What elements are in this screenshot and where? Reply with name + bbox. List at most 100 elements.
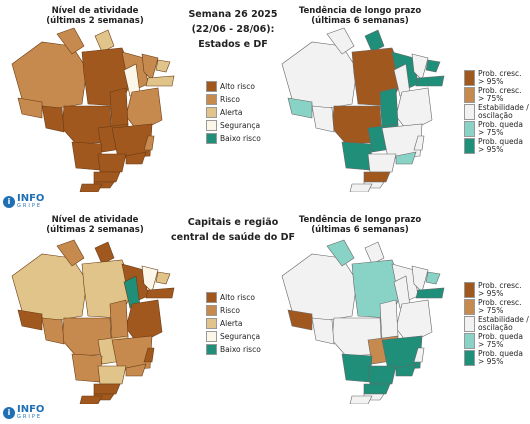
activity-title-top: Nível de atividade (últimas 2 semanas) bbox=[46, 6, 144, 26]
center-title-top: Semana 26 2025 (22/06 - 28/06): Estados … bbox=[188, 9, 278, 50]
region-ms bbox=[341, 353, 373, 383]
region-rn bbox=[155, 59, 171, 73]
region-mg bbox=[381, 335, 423, 371]
region-rj bbox=[125, 151, 147, 165]
region-ro bbox=[311, 317, 335, 345]
legend-swatch bbox=[206, 344, 217, 355]
region-ms bbox=[71, 353, 103, 383]
legend-item: Alto risco bbox=[206, 81, 255, 92]
region-rn bbox=[155, 271, 171, 285]
legend-item: Risco bbox=[206, 305, 240, 316]
legend-swatch bbox=[206, 318, 217, 329]
legend-label: Prob. cresc. > 75% bbox=[478, 298, 522, 315]
region-rr bbox=[56, 27, 85, 55]
region-rs bbox=[349, 395, 373, 404]
legend-label: Segurança bbox=[220, 332, 261, 341]
region-es bbox=[143, 347, 155, 363]
legend-label: Estabilidade / oscilação bbox=[478, 315, 529, 332]
legend-swatch bbox=[464, 104, 475, 120]
legend-item: Prob. cresc. > 75% bbox=[464, 299, 522, 315]
region-rj bbox=[395, 151, 417, 165]
legend-item: Alto risco bbox=[206, 292, 255, 303]
legend-swatch bbox=[464, 282, 475, 298]
region-pr bbox=[363, 171, 391, 183]
legend-swatch bbox=[206, 331, 217, 342]
region-rr bbox=[56, 239, 85, 267]
region-pe bbox=[415, 287, 445, 299]
brazil-map-activity-capitals bbox=[11, 239, 175, 404]
region-rj bbox=[125, 363, 147, 377]
legend-item: Prob. queda > 75% bbox=[464, 333, 523, 349]
region-mg bbox=[111, 123, 153, 159]
legend-label: Alerta bbox=[220, 319, 243, 328]
legend-label: Prob. queda > 75% bbox=[478, 120, 523, 137]
legend-swatch bbox=[206, 107, 217, 118]
activity-title-bottom: Nível de atividade (últimas 2 semanas) bbox=[46, 215, 144, 235]
legend-label: Alto risco bbox=[220, 82, 255, 91]
region-es bbox=[413, 135, 425, 151]
region-es bbox=[413, 347, 425, 363]
region-pr bbox=[363, 383, 391, 395]
legend-swatch bbox=[464, 316, 475, 332]
region-to bbox=[109, 299, 129, 341]
legend-item: Estabilidade / oscilação bbox=[464, 316, 529, 332]
legend-swatch bbox=[206, 120, 217, 131]
legend-item: Segurança bbox=[206, 331, 260, 342]
trend-title-bottom: Tendência de longo prazo (últimas 6 sema… bbox=[298, 215, 422, 235]
legend-swatch bbox=[206, 94, 217, 105]
region-ap bbox=[94, 29, 115, 53]
legend-label: Prob. queda > 95% bbox=[478, 349, 523, 366]
region-ac bbox=[287, 309, 313, 331]
region-to bbox=[379, 299, 399, 341]
legend-swatch bbox=[464, 121, 475, 137]
region-ro bbox=[41, 317, 65, 345]
region-ap bbox=[364, 29, 385, 53]
region-to bbox=[379, 87, 399, 129]
legend-swatch bbox=[206, 292, 217, 303]
brazil-map-activity-states bbox=[11, 27, 175, 192]
region-rs bbox=[79, 395, 103, 404]
trend-title-top: Tendência de longo prazo (últimas 6 sema… bbox=[298, 6, 422, 26]
region-pe bbox=[415, 75, 445, 87]
legend-label: Prob. cresc. > 75% bbox=[478, 86, 522, 103]
center-title-bottom: Capitais e região central de saúde do DF bbox=[171, 217, 295, 243]
region-ms bbox=[71, 141, 103, 171]
info-icon: i bbox=[3, 195, 15, 208]
region-es bbox=[143, 135, 155, 151]
region-ac bbox=[287, 97, 313, 119]
region-pr bbox=[93, 383, 121, 395]
region-pe bbox=[145, 287, 175, 299]
region-to bbox=[109, 87, 129, 129]
info-icon: i bbox=[3, 406, 15, 419]
region-rs bbox=[349, 183, 373, 192]
legend-label: Baixo risco bbox=[220, 345, 261, 354]
region-rn bbox=[425, 271, 441, 285]
legend-item: Prob. queda > 75% bbox=[464, 121, 523, 137]
region-ms bbox=[341, 141, 373, 171]
legend-swatch bbox=[206, 305, 217, 316]
region-sp bbox=[367, 153, 397, 173]
region-sp bbox=[97, 153, 127, 173]
legend-item: Alerta bbox=[206, 318, 242, 329]
legend-item: Baixo risco bbox=[206, 344, 261, 355]
region-rn bbox=[425, 59, 441, 73]
region-ap bbox=[364, 241, 385, 265]
legend-swatch bbox=[206, 133, 217, 144]
region-mg bbox=[381, 123, 423, 159]
region-rs bbox=[79, 183, 103, 192]
legend-label: Alto risco bbox=[220, 293, 255, 302]
legend-label: Risco bbox=[220, 95, 240, 104]
region-ac bbox=[17, 309, 43, 331]
legend-label: Alerta bbox=[220, 108, 243, 117]
legend-swatch bbox=[464, 87, 475, 103]
legend-item: Prob. queda > 95% bbox=[464, 350, 523, 366]
region-mg bbox=[111, 335, 153, 371]
legend-item: Segurança bbox=[206, 120, 260, 131]
region-ac bbox=[17, 97, 43, 119]
brazil-map-trend-capitals bbox=[281, 239, 445, 404]
region-rj bbox=[395, 363, 417, 377]
region-ro bbox=[41, 105, 65, 133]
legend-swatch bbox=[464, 350, 475, 366]
legend-item: Alerta bbox=[206, 107, 242, 118]
region-ap bbox=[94, 241, 115, 265]
